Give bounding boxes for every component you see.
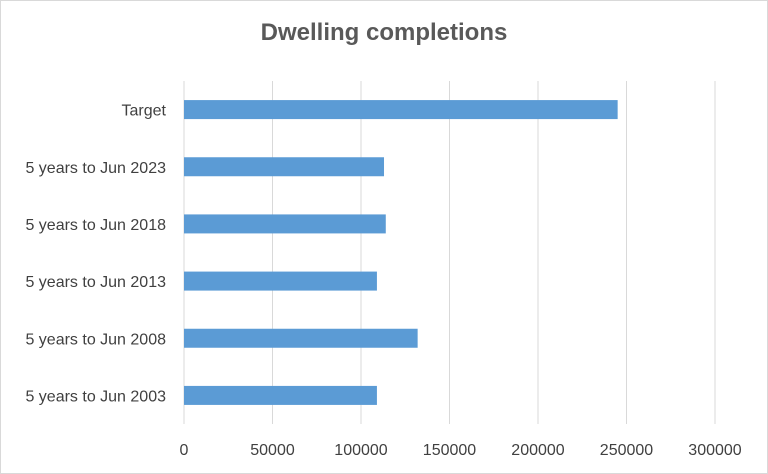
category-label: 5 years to Jun 2003 (25, 388, 166, 405)
bar (184, 214, 386, 234)
x-tick-label: 300000 (688, 442, 741, 459)
x-tick-labels: 0 50000 100000 150000 200000 250000 300000 (180, 442, 742, 459)
category-labels: Target 5 years to Jun 2023 5 years to Jun … (25, 103, 166, 406)
category-label: 5 years to Jun 2023 (25, 160, 166, 177)
x-tick-label: 250000 (600, 442, 653, 459)
category-label: 5 years to Jun 2013 (25, 274, 166, 291)
gridlines (183, 81, 716, 424)
x-tick-label: 150000 (423, 442, 476, 459)
bars (184, 100, 618, 405)
category-label: 5 years to Jun 2018 (25, 217, 166, 234)
x-tick-label: 100000 (334, 442, 387, 459)
chart-title: Dwelling completions (260, 19, 508, 46)
x-tick-label: 0 (180, 442, 189, 459)
x-tick-label: 200000 (511, 442, 564, 459)
category-label: 5 years to Jun 2008 (25, 331, 166, 348)
bar (184, 100, 618, 120)
category-label: Target (122, 103, 167, 120)
x-tick-label: 50000 (250, 442, 295, 459)
bar (184, 271, 377, 291)
bar (184, 328, 418, 348)
bar (184, 157, 385, 177)
bar (184, 385, 377, 405)
